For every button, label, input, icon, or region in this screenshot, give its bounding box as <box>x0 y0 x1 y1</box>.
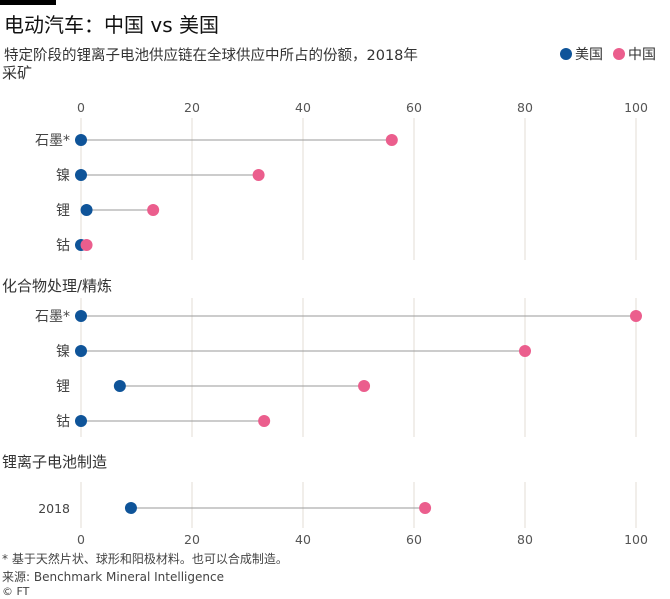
row-label: 钴 <box>56 238 70 254</box>
chart-title: 电动汽车：中国 vs 美国 <box>4 13 219 37</box>
x-tick-label: 40 <box>295 532 311 547</box>
us-dot <box>75 415 87 427</box>
x-tick-label: 100 <box>624 100 648 115</box>
row-label: 镍 <box>56 344 70 360</box>
us-dot <box>75 169 87 181</box>
x-tick-label: 100 <box>624 532 648 547</box>
china-dot <box>80 239 93 251</box>
us-dot <box>75 134 87 146</box>
x-tick-label: 0 <box>77 532 85 547</box>
china-dot <box>385 134 398 146</box>
x-tick-label: 20 <box>184 532 200 547</box>
source-note: 来源: Benchmark Mineral Intelligence <box>2 570 224 584</box>
china-dot <box>358 380 371 392</box>
legend-item-china: 中国 <box>613 44 656 64</box>
china-dot <box>252 169 265 181</box>
china-dot <box>147 204 160 216</box>
x-tick-label: 40 <box>295 100 311 115</box>
row-label: 锂 <box>56 379 70 395</box>
row-label: 锂 <box>56 203 70 219</box>
legend-item-us: 美国 <box>560 44 603 64</box>
x-tick-label: 80 <box>517 100 533 115</box>
china-dot <box>630 310 642 322</box>
china-dot <box>419 502 432 514</box>
x-tick-label: 80 <box>517 532 533 547</box>
us-dot <box>124 502 137 514</box>
row-label: 石墨* <box>35 133 70 149</box>
x-tick-label: 20 <box>184 100 200 115</box>
credit: © FT <box>2 585 30 598</box>
row-label: 2018 <box>38 501 70 516</box>
legend-us-dot <box>560 48 572 60</box>
row-label: 石墨* <box>35 309 70 325</box>
panel-title: 锂离子电池制造 <box>2 453 107 471</box>
x-tick-label: 60 <box>406 100 422 115</box>
china-dot <box>519 345 531 357</box>
top-accent-bar <box>0 0 56 5</box>
us-dot <box>113 380 126 392</box>
china-dot <box>258 415 271 427</box>
row-label: 镍 <box>56 168 70 184</box>
us-dot <box>80 204 93 216</box>
row-label: 钴 <box>56 414 70 430</box>
us-dot <box>75 310 87 322</box>
footnote: * 基于天然片状、球形和阳极材料。也可以合成制造。 <box>2 552 288 566</box>
x-tick-label: 60 <box>406 532 422 547</box>
legend-china-label: 中国 <box>628 47 656 63</box>
panel-title: 采矿 <box>2 64 32 82</box>
panel-title: 化合物处理/精炼 <box>2 277 112 295</box>
legend-china-dot <box>613 48 625 60</box>
legend-us-label: 美国 <box>575 47 603 63</box>
chart-subtitle: 特定阶段的锂离子电池供应链在全球供应中所占的份额，2018年 <box>4 48 418 64</box>
x-tick-label: 0 <box>77 100 85 115</box>
us-dot <box>75 345 87 357</box>
legend: 美国 中国 <box>560 44 656 64</box>
